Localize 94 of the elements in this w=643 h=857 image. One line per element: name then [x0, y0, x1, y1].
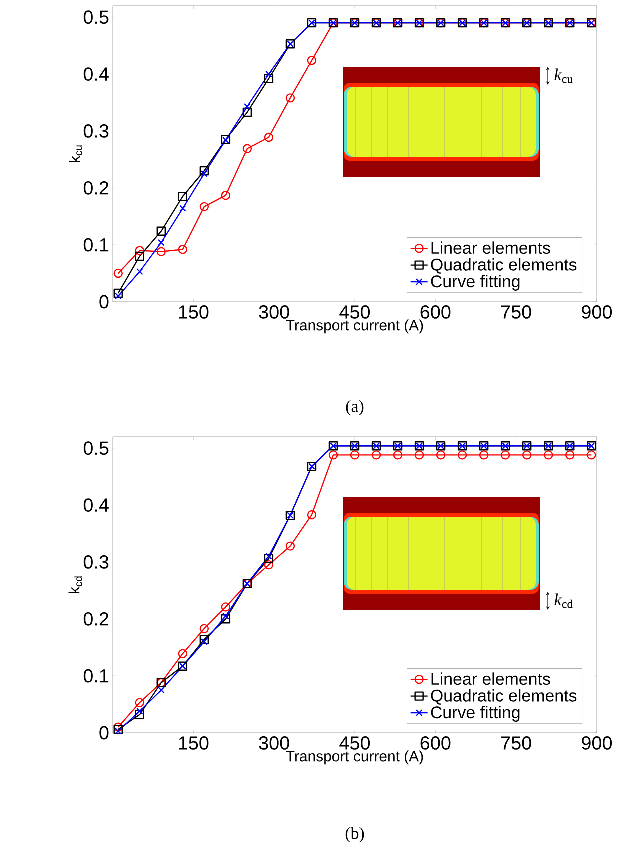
point	[393, 450, 403, 460]
y-tick-label: 0.3	[84, 556, 109, 569]
point	[221, 602, 231, 612]
y-tick-label: 0.1	[84, 238, 109, 252]
point	[200, 202, 210, 212]
point	[114, 268, 123, 278]
point	[178, 245, 188, 254]
text: (b)	[346, 827, 364, 843]
x-tick-label: 150	[179, 306, 209, 319]
point	[200, 638, 208, 646]
x-tick-label: 150	[179, 736, 209, 750]
legend-label: Quadratic elements	[431, 258, 577, 274]
x-tick-label: 600	[420, 306, 451, 319]
point	[114, 724, 123, 734]
point	[221, 614, 231, 624]
point	[587, 450, 596, 460]
point	[307, 56, 317, 66]
point	[114, 292, 122, 300]
point	[479, 450, 489, 460]
y-tick-label: 0.5	[84, 442, 109, 456]
point	[372, 450, 382, 460]
point	[350, 450, 360, 460]
point	[286, 94, 296, 103]
point	[458, 450, 468, 460]
point	[114, 728, 122, 735]
point	[135, 710, 144, 720]
x-axis-title: Transport current (A)	[286, 320, 424, 334]
point	[158, 239, 165, 246]
x-tick-label: 750	[502, 306, 532, 319]
y-tick-label: 0	[100, 295, 109, 309]
point	[200, 635, 210, 644]
point	[244, 103, 251, 110]
point	[136, 708, 144, 715]
legend-label: Curve fitting	[431, 275, 520, 291]
point	[266, 553, 272, 560]
point	[179, 205, 186, 212]
y-axis-title: k$_{cd}$	[68, 576, 82, 594]
point	[136, 268, 144, 276]
x-axis-title: Transport current (A)	[286, 750, 424, 765]
point	[221, 190, 231, 200]
annotation: k$_{cd}$	[554, 594, 574, 608]
y-tick-label: 0.5	[84, 10, 109, 24]
y-tick-label: 0.4	[84, 68, 109, 81]
y-tick-label: 0.2	[84, 181, 109, 195]
point	[264, 132, 274, 142]
point	[222, 612, 230, 620]
point	[200, 166, 210, 176]
point	[200, 170, 208, 178]
x-tick-label: 300	[259, 306, 290, 319]
point	[264, 554, 274, 564]
point	[522, 450, 532, 460]
text: (a)	[346, 400, 364, 416]
y-tick-label: 0	[100, 726, 109, 740]
point	[135, 246, 144, 256]
point	[264, 74, 274, 84]
point	[200, 624, 210, 634]
x-tick-label: 300	[259, 736, 290, 750]
x-tick-label: 900	[582, 736, 612, 750]
point	[156, 247, 166, 256]
annotation: k$_{cu}$	[554, 68, 573, 84]
point	[178, 192, 188, 202]
x-tick-label: 600	[420, 736, 451, 750]
legend-label: Linear elements	[432, 242, 550, 254]
point	[242, 108, 252, 118]
point	[158, 686, 165, 694]
legend-label: Linear elements	[432, 672, 550, 686]
x-tick-label: 450	[340, 736, 370, 750]
point	[114, 288, 123, 298]
y-axis-title: k$_{cu}$	[69, 146, 82, 162]
x-tick-label: 900	[582, 306, 612, 319]
point	[414, 450, 424, 460]
point	[266, 70, 272, 78]
x-tick-label: 450	[340, 306, 370, 319]
point	[286, 542, 296, 551]
point	[436, 450, 446, 460]
point	[328, 450, 338, 460]
x-tick-label: 750	[502, 736, 532, 750]
y-tick-label: 0.3	[84, 124, 109, 138]
y-tick-label: 0.1	[84, 669, 109, 683]
y-tick-label: 0.4	[84, 498, 109, 512]
point	[566, 450, 575, 460]
point	[135, 252, 144, 262]
point	[178, 649, 188, 658]
point	[264, 560, 274, 570]
point	[135, 698, 144, 708]
point	[242, 144, 252, 154]
point	[156, 226, 166, 236]
point	[500, 450, 510, 460]
legend-label: Curve fitting	[431, 706, 520, 722]
point	[114, 722, 123, 732]
point	[307, 510, 317, 520]
point	[544, 450, 554, 460]
y-tick-label: 0.2	[84, 612, 109, 626]
legend-label: Quadratic elements	[431, 689, 577, 705]
